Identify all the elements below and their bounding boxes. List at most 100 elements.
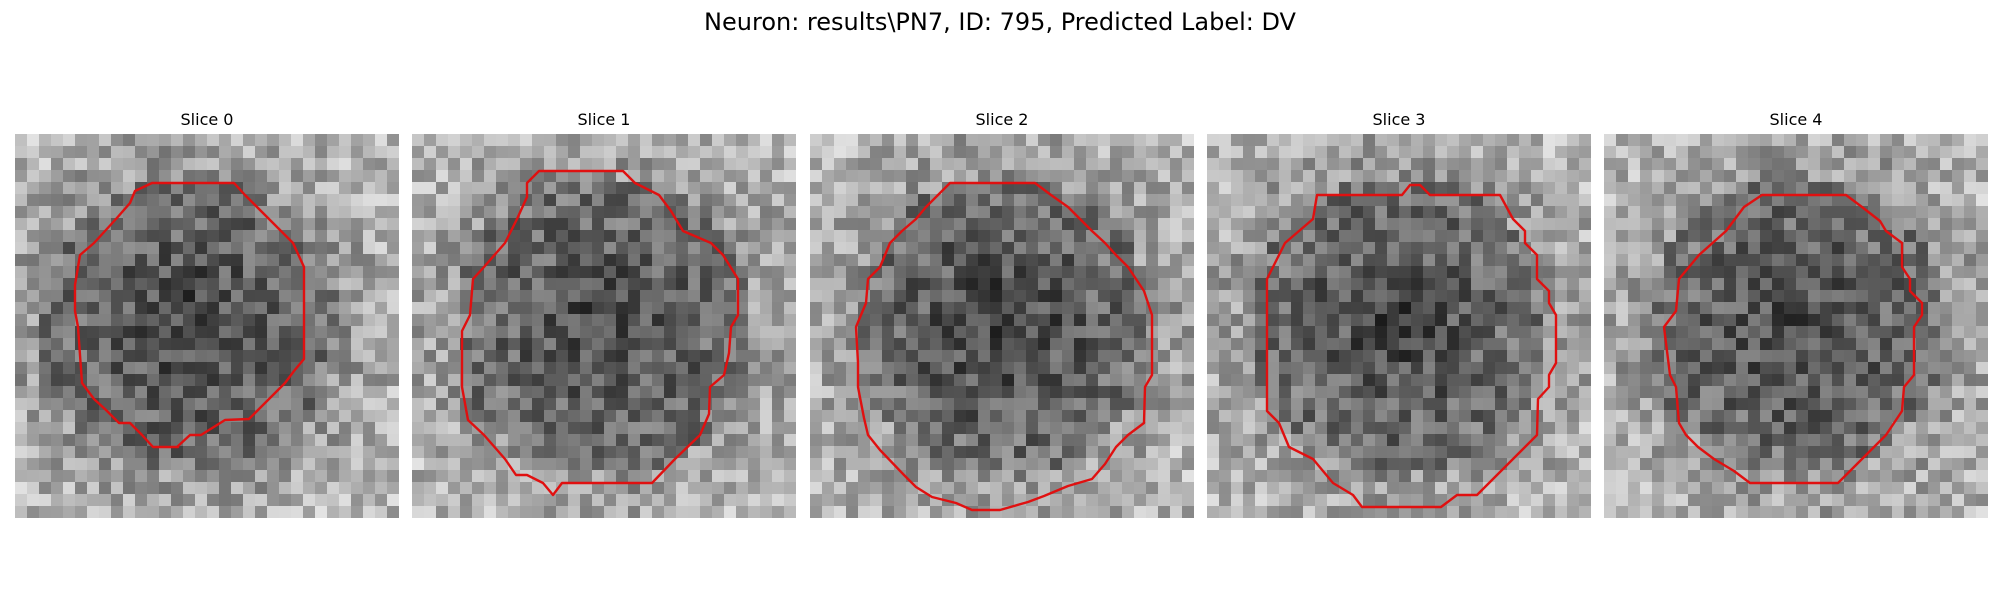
pixel-cell [1808,158,1821,171]
pixel-cell [918,230,931,243]
pixel-cell [363,350,376,363]
pixel-cell [1267,434,1280,447]
pixel-cell [87,182,100,195]
pixel-cell [700,146,713,159]
pixel-cell [676,398,689,411]
grayscale-pixel-grid [810,134,1194,518]
pixel-cell [520,506,533,518]
pixel-cell [351,278,364,291]
pixel-cell [1808,182,1821,195]
pixel-cell [664,266,677,279]
pixel-cell [688,386,701,399]
pixel-cell [906,278,919,291]
pixel-cell [966,458,979,471]
pixel-cell [652,242,665,255]
pixel-cell [1255,242,1268,255]
pixel-cell [1303,350,1316,363]
pixel-cell [1002,422,1015,435]
pixel-cell [1279,194,1292,207]
pixel-cell [1387,170,1400,183]
pixel-cell [580,242,593,255]
pixel-cell [1098,266,1111,279]
pixel-cell [1676,314,1689,327]
pixel-cell [1495,230,1508,243]
pixel-cell [1676,206,1689,219]
pixel-cell [1652,458,1665,471]
pixel-cell [1110,350,1123,363]
pixel-cell [436,182,449,195]
pixel-cell [267,506,280,518]
pixel-cell [1002,362,1015,375]
pixel-cell [351,254,364,267]
pixel-cell [748,254,761,267]
pixel-cell [351,182,364,195]
pixel-cell [123,386,136,399]
pixel-cell [448,134,461,147]
pixel-cell [544,242,557,255]
pixel-cell [1086,170,1099,183]
pixel-cell [1471,146,1484,159]
pixel-cell [448,350,461,363]
pixel-cell [1291,326,1304,339]
pixel-cell [1652,398,1665,411]
pixel-cell [1050,206,1063,219]
pixel-cell [822,266,835,279]
pixel-cell [628,146,641,159]
pixel-cell [339,290,352,303]
pixel-cell [123,134,136,147]
pixel-cell [1940,278,1953,291]
pixel-cell [1291,434,1304,447]
pixel-cell [315,410,328,423]
pixel-cell [1303,482,1316,495]
pixel-cell [1868,158,1881,171]
pixel-cell [676,422,689,435]
pixel-cell [436,158,449,171]
pixel-cell [772,254,785,267]
pixel-cell [1808,398,1821,411]
pixel-cell [784,242,796,255]
pixel-cell [834,386,847,399]
pixel-cell [1074,278,1087,291]
pixel-cell [375,470,388,483]
pixel-cell [1880,278,1893,291]
pixel-cell [906,350,919,363]
pixel-cell [1267,506,1280,518]
pixel-cell [1640,314,1653,327]
pixel-cell [1628,350,1641,363]
pixel-cell [1495,338,1508,351]
pixel-cell [496,410,509,423]
pixel-cell [1207,218,1220,231]
pixel-cell [520,350,533,363]
pixel-cell [1483,494,1496,507]
pixel-cell [1459,410,1472,423]
pixel-cell [882,134,895,147]
pixel-cell [1182,254,1194,267]
pixel-cell [592,266,605,279]
pixel-cell [1760,446,1773,459]
pixel-cell [592,422,605,435]
pixel-cell [652,338,665,351]
pixel-cell [846,254,859,267]
pixel-cell [1182,182,1194,195]
pixel-cell [207,506,220,518]
pixel-cell [990,170,1003,183]
pixel-cell [1279,302,1292,315]
pixel-cell [1712,302,1725,315]
pixel-cell [834,146,847,159]
pixel-cell [1604,134,1617,147]
pixel-cell [834,242,847,255]
pixel-cell [1531,302,1544,315]
pixel-cell [1531,182,1544,195]
pixel-cell [906,338,919,351]
pixel-cell [436,242,449,255]
pixel-cell [1628,314,1641,327]
pixel-cell [556,350,569,363]
pixel-cell [1579,470,1591,483]
pixel-cell [1567,194,1580,207]
pixel-cell [942,134,955,147]
pixel-cell [628,302,641,315]
pixel-cell [1435,434,1448,447]
pixel-cell [772,398,785,411]
pixel-cell [1351,326,1364,339]
pixel-cell [424,434,437,447]
